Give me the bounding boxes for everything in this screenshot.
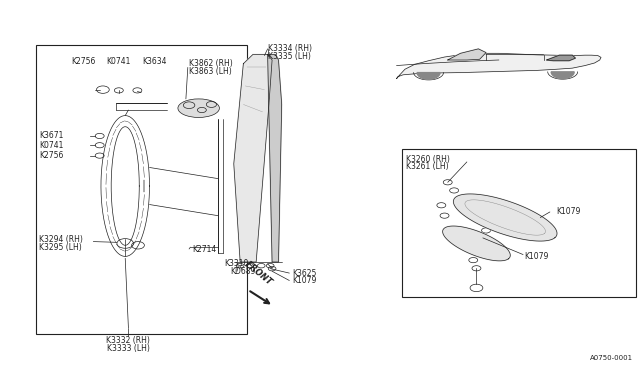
Text: K3334 (RH): K3334 (RH) — [268, 44, 312, 53]
Text: K3335 (LH): K3335 (LH) — [268, 52, 310, 61]
Text: K2714: K2714 — [192, 245, 216, 254]
Text: K3260 (RH): K3260 (RH) — [406, 155, 450, 164]
Text: K3862 (RH): K3862 (RH) — [189, 59, 233, 68]
Bar — [36, 45, 246, 334]
Text: K0741: K0741 — [107, 57, 131, 66]
Text: K3863 (LH): K3863 (LH) — [189, 67, 232, 76]
Polygon shape — [443, 226, 510, 261]
Text: K3310: K3310 — [224, 259, 248, 268]
Text: K3261 (LH): K3261 (LH) — [406, 162, 449, 171]
Polygon shape — [551, 72, 574, 78]
Text: K3625: K3625 — [292, 269, 316, 278]
Polygon shape — [268, 54, 282, 262]
Polygon shape — [453, 194, 557, 241]
Text: K0741: K0741 — [39, 141, 63, 150]
Polygon shape — [547, 55, 575, 61]
Text: K3295 (LH): K3295 (LH) — [39, 243, 82, 252]
Text: K1079: K1079 — [524, 252, 548, 261]
Text: K3332 (RH): K3332 (RH) — [106, 336, 150, 346]
Text: FRONT: FRONT — [243, 259, 274, 287]
Polygon shape — [417, 73, 440, 79]
Ellipse shape — [178, 99, 220, 118]
Text: K1079: K1079 — [292, 276, 316, 285]
Polygon shape — [448, 49, 486, 60]
Text: A0750-0001: A0750-0001 — [590, 355, 633, 361]
Text: K2756: K2756 — [71, 57, 95, 66]
Text: K3634: K3634 — [143, 57, 167, 66]
Text: K3294 (RH): K3294 (RH) — [39, 235, 83, 244]
Polygon shape — [234, 54, 272, 262]
Text: K1079: K1079 — [556, 208, 580, 217]
Polygon shape — [397, 53, 601, 78]
Text: KD689: KD689 — [230, 267, 256, 276]
Text: K3333 (LH): K3333 (LH) — [107, 344, 150, 353]
Text: K2756: K2756 — [39, 151, 63, 160]
Text: K3671: K3671 — [39, 131, 63, 141]
Bar — [402, 149, 636, 297]
